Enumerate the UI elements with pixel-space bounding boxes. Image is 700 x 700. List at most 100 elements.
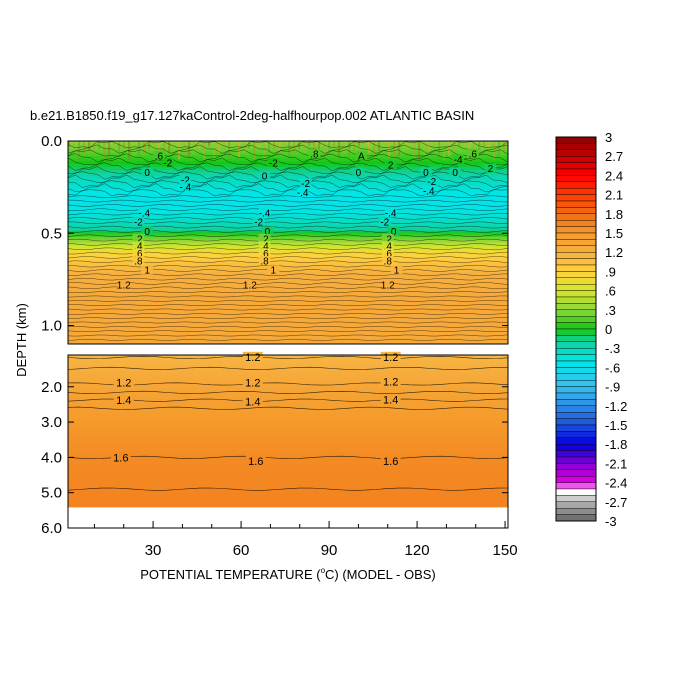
surface-streak (253, 141, 256, 160)
upper-field-band (68, 262, 508, 267)
colorbar-label: -.3 (605, 341, 620, 356)
upper-contour-label-bg (252, 217, 265, 227)
upper-contour-label: 1.2 (381, 280, 395, 291)
surface-streak (353, 141, 356, 151)
surface-streak (78, 141, 81, 160)
upper-field-band (68, 201, 508, 206)
upper-field-band (68, 286, 508, 290)
surface-streak (103, 141, 106, 160)
lower-field-band (68, 367, 508, 371)
upper-contour-label-bg (132, 255, 145, 265)
x-tick-label: 30 (145, 542, 162, 559)
upper-field-band (68, 332, 508, 336)
colorbar-box (555, 399, 597, 406)
surface-streak (443, 141, 446, 160)
x-tick-label: 60 (233, 542, 250, 559)
surface-streak (123, 141, 126, 149)
colorbar-box (555, 476, 597, 483)
lower-field-band (68, 382, 508, 386)
upper-contour-label-bg (355, 150, 368, 160)
lower-y-tick-label: 2.0 (41, 379, 62, 396)
lower-y-tick-label: 3.0 (41, 414, 62, 431)
colorbar-label: -1.8 (605, 437, 627, 452)
colorbar-box (555, 501, 597, 509)
upper-contour-line (68, 312, 508, 315)
upper-field-band (68, 323, 508, 328)
colorbar-box (555, 168, 597, 176)
lower-y-tick-label: 4.0 (41, 449, 62, 466)
surface-streak (113, 141, 116, 151)
upper-contour-label: -2 (181, 175, 190, 186)
colorbar-box (555, 303, 597, 310)
surface-streak (463, 141, 466, 149)
upper-contour-label-bg (179, 182, 192, 192)
upper-field-band (68, 242, 508, 246)
upper-contour-line (68, 334, 508, 337)
upper-field-band (68, 219, 508, 223)
colorbar-box (555, 469, 597, 477)
colorbar-box (555, 251, 597, 259)
colorbar-box (555, 264, 597, 272)
upper-y-tick-label: 0.5 (41, 225, 62, 242)
colorbar-label: -2.1 (605, 456, 627, 471)
colorbar-box (555, 277, 597, 285)
x-axis-label-main: POTENTIAL TEMPERATURE ( (140, 567, 321, 582)
upper-contour-label: 2 (488, 164, 494, 175)
colorbar-box (555, 271, 597, 278)
surface-streak (393, 141, 396, 160)
lower-contour-label-bg (380, 351, 401, 362)
surface-streak (308, 141, 311, 147)
colorbar-box (555, 181, 597, 189)
lower-y-tick-label: 5.0 (41, 485, 62, 502)
surface-streak (143, 141, 146, 154)
upper-contour-label-bg (243, 279, 256, 289)
lower-contour-label-bg (242, 351, 263, 362)
upper-contour-label: .4 (134, 242, 143, 253)
surface-streak (248, 141, 251, 149)
colorbar-box (555, 418, 597, 426)
upper-contour-label-bg (484, 163, 497, 173)
surface-streak (238, 141, 241, 158)
upper-field-band (68, 210, 508, 215)
colorbar-box (555, 335, 597, 342)
upper-field-band (68, 161, 508, 165)
lower-field-band (68, 463, 508, 467)
lower-field-band (68, 471, 508, 475)
upper-contour-label-bg (141, 265, 154, 275)
colorbar-box (555, 354, 597, 362)
surface-streak (423, 141, 426, 156)
surface-streak (488, 141, 491, 149)
upper-contour-line (68, 295, 508, 298)
surface-streak (133, 141, 136, 156)
lower-field-band (68, 504, 508, 508)
colorbar-label: 3 (605, 130, 612, 145)
surface-streak (183, 141, 186, 156)
colorbar-box (555, 482, 597, 490)
colorbar-box (555, 508, 597, 515)
colorbar-box (555, 213, 597, 221)
upper-contour-label: 2 (388, 160, 394, 171)
lower-field-band (68, 428, 508, 432)
upper-field-band (68, 257, 508, 261)
upper-field-band (68, 187, 508, 191)
surface-streak (193, 141, 196, 154)
upper-field-band (68, 265, 508, 270)
upper-contour-line (68, 141, 508, 149)
upper-contour-label-bg (419, 167, 432, 177)
upper-contour-line (68, 282, 508, 285)
colorbar-label: .6 (605, 284, 616, 299)
upper-field-band (68, 193, 508, 197)
lower-contour-label: 1.6 (248, 456, 263, 468)
colorbar-box (555, 392, 597, 400)
colorbar: 3 2.7 2.4 2.1 1.8 1.5 1.2 .9 .6 .3 0 -.3 -.6 -.9 -1.2 -… (555, 130, 627, 529)
lower-field-band (68, 456, 508, 460)
colorbar-label: 0 (605, 322, 612, 337)
surface-streak (83, 141, 86, 156)
colorbar-box (555, 373, 597, 381)
upper-field-band (68, 207, 508, 212)
upper-contour-label-bg (258, 255, 271, 265)
upper-contour-label-bg (132, 217, 145, 227)
lower-contour-line (67, 398, 509, 402)
upper-field-band (68, 320, 508, 325)
